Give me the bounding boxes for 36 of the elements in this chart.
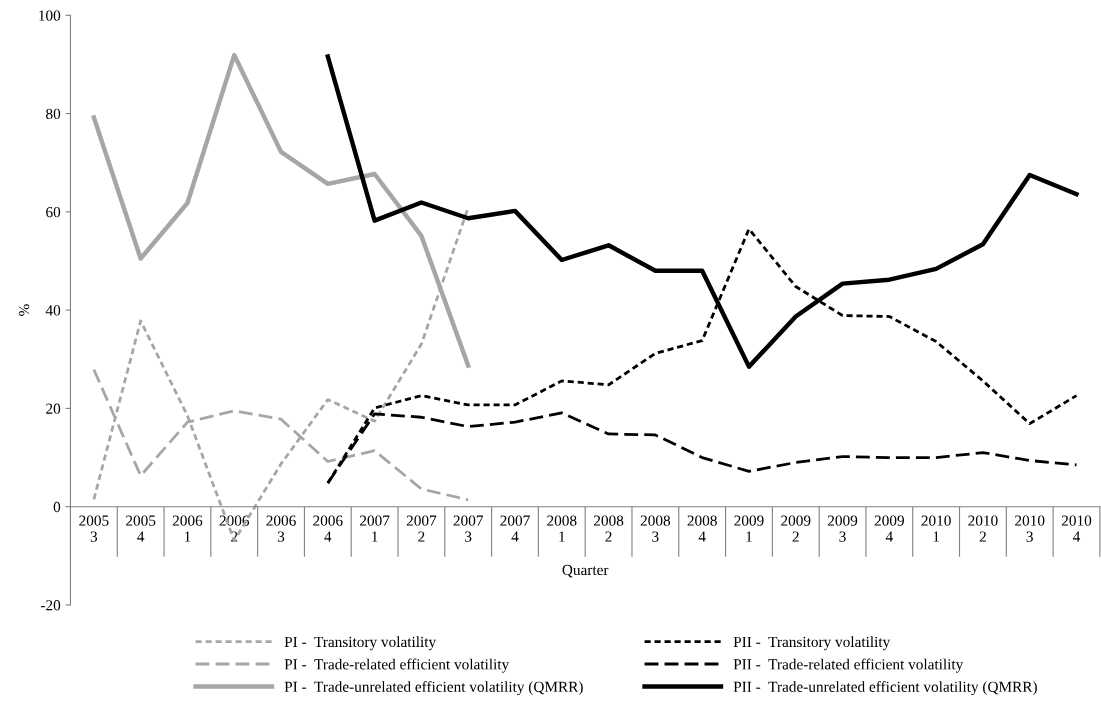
x-tick-label: 2009 2: [781, 515, 811, 542]
x-axis-title: Quarter: [562, 564, 609, 578]
x-tick-label: 2005 3: [79, 515, 109, 542]
x-tick-label: 2009 3: [827, 515, 858, 542]
x-tick-label: 2010 4: [1061, 515, 1092, 542]
legend-label: PII - Transitory volatility: [733, 636, 891, 651]
legend-label: PII - Trade-related efficient volatility: [733, 658, 964, 673]
x-tick-label: 2006 3: [266, 515, 296, 542]
x-tick-label: 2006 4: [313, 515, 343, 542]
y-tick-label: 80: [46, 108, 61, 120]
y-tick-label: 0: [53, 501, 61, 513]
legend-label: PII - Trade-unrelated efficient volatility (QMRR): [733, 681, 1037, 696]
y-tick-label: -20: [40, 600, 61, 611]
x-tick-label: 2008 4: [687, 515, 717, 542]
y-tick-label: 100: [39, 10, 61, 21]
x-tick-label: 2007 2: [406, 515, 437, 542]
x-tick-label: 2006 1: [172, 515, 203, 542]
x-tick-label: 2010 3: [1015, 515, 1045, 542]
x-tick-label: 2009 4: [874, 515, 904, 542]
y-tick-label: 40: [45, 305, 61, 316]
legend-label: PI - Trade-unrelated efficient volatility (QMRR): [284, 681, 583, 696]
x-tick-label: 2010 1: [921, 515, 951, 542]
x-tick-label: 2009 1: [734, 515, 764, 542]
x-tick-label: 2005 4: [126, 515, 156, 542]
x-tick-label: 2008 3: [640, 515, 671, 542]
x-tick-label: 2007 3: [453, 515, 484, 542]
x-tick-label: 2007 1: [360, 515, 390, 542]
x-tick-label: 2008 1: [547, 515, 577, 542]
y-tick-label: 60: [46, 206, 61, 218]
x-tick-label: 2008 2: [593, 515, 624, 542]
legend-label: PI - Trade-related efficient volatility: [284, 658, 510, 673]
legend-label: PI - Transitory volatility: [284, 636, 437, 651]
x-tick-label: 2010 2: [968, 515, 998, 542]
y-tick-label: 20: [46, 403, 61, 414]
y-axis-title: %: [18, 304, 30, 316]
x-tick-label: 2007 4: [500, 515, 530, 542]
